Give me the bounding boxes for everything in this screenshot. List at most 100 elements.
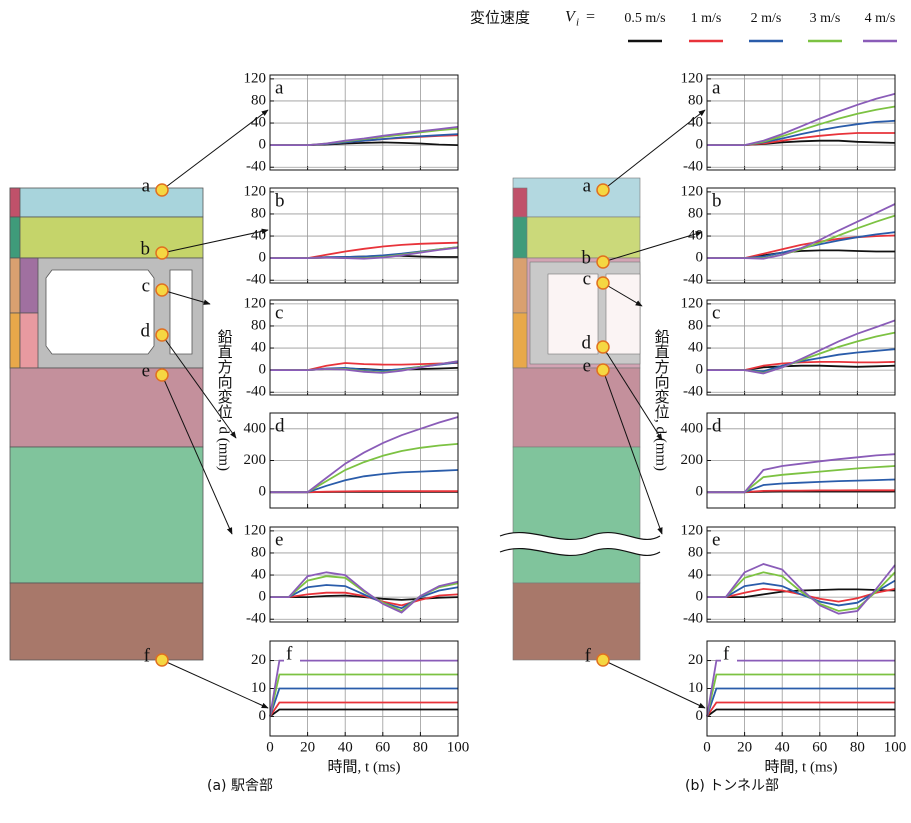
plot-area (270, 300, 458, 395)
y-tick-label: 80 (688, 92, 703, 108)
y-tick-label: 80 (251, 92, 266, 108)
monitor-point (597, 654, 609, 666)
y-tick-label: 80 (688, 205, 703, 221)
pointer-arrow (603, 110, 705, 190)
y-tick-label: 40 (688, 566, 703, 582)
monitor-point (156, 284, 168, 296)
panel-label: a (275, 77, 284, 98)
y-tick-label: 120 (681, 70, 704, 86)
point-label: e (583, 355, 591, 376)
y-tick-label: 120 (244, 183, 267, 199)
panel-label: f (286, 643, 293, 664)
y-tick-label: 80 (688, 317, 703, 333)
plot-area (270, 75, 458, 170)
y-tick-label: -40 (246, 384, 266, 400)
legend-title: 変位速度 (470, 9, 530, 26)
x-tick-label: 40 (338, 739, 353, 755)
y-tick-label: 80 (251, 317, 266, 333)
y-tick-label: 0 (696, 484, 704, 500)
y-tick-label: 120 (681, 522, 704, 538)
y-tick-label: 80 (688, 544, 703, 560)
y-tick-label: 0 (259, 137, 267, 153)
y-tick-label: 0 (259, 362, 267, 378)
y-tick-label: 10 (251, 680, 266, 696)
panel-label: b (712, 190, 722, 211)
x-tick-label: 100 (447, 739, 470, 755)
x-tick-label: 20 (737, 739, 752, 755)
y-tick-label: 40 (688, 339, 703, 355)
point-label: a (583, 175, 592, 196)
monitor-point (597, 341, 609, 353)
monitor-point (597, 256, 609, 268)
point-label: f (144, 645, 151, 666)
x-tick-label: 0 (266, 739, 274, 755)
legend-subscript: i (576, 17, 579, 29)
y-tick-label: 40 (251, 566, 266, 582)
y-tick-label: 40 (251, 339, 266, 355)
y-tick-label: 40 (251, 227, 266, 243)
y-tick-label: 80 (251, 544, 266, 560)
panel-label: a (712, 77, 721, 98)
panel-label: c (275, 302, 283, 323)
legend-label: 3 m/s (810, 11, 841, 26)
panel-label: e (275, 529, 283, 550)
monitor-point (156, 184, 168, 196)
y-tick-label: 0 (696, 589, 704, 605)
y-tick-label: 200 (244, 452, 267, 468)
point-label: d (582, 332, 592, 353)
legend-label: 0.5 m/s (624, 11, 665, 26)
x-tick-label: 80 (413, 739, 428, 755)
monitor-point (156, 654, 168, 666)
panel-label: b (275, 190, 285, 211)
monitor-point (156, 369, 168, 381)
panel-label: d (275, 415, 285, 436)
point-label: d (141, 320, 151, 341)
legend-label: 2 m/s (751, 11, 782, 26)
y-tick-label: 80 (251, 205, 266, 221)
x-axis-title: 時間, t (ms) (328, 758, 401, 775)
y-tick-label: 0 (259, 250, 267, 266)
y-tick-label: 120 (244, 522, 267, 538)
y-tick-label: -40 (683, 384, 703, 400)
y-tick-label: -40 (683, 272, 703, 288)
legend-equals: = (586, 9, 595, 26)
y-axis-title: 鉛直方向変位, d (mm) (216, 329, 233, 471)
legend-label: 4 m/s (865, 11, 896, 26)
point-label: f (585, 645, 592, 666)
panel-label: e (712, 529, 720, 550)
y-tick-label: 400 (681, 420, 704, 436)
x-tick-label: 20 (300, 739, 315, 755)
x-tick-label: 80 (850, 739, 865, 755)
panel-label: f (723, 643, 730, 664)
point-label: c (583, 268, 591, 289)
point-label: b (582, 247, 592, 268)
y-tick-label: -40 (246, 611, 266, 627)
y-axis-title: 鉛直方向変位, d (mm) (653, 329, 670, 471)
x-axis-title: 時間, t (ms) (765, 758, 838, 775)
panel-label: c (712, 302, 720, 323)
caption: (b) トンネル部 (685, 778, 779, 794)
monitor-point (156, 329, 168, 341)
panel-label: d (712, 415, 722, 436)
monitor-point (597, 364, 609, 376)
monitor-point (597, 277, 609, 289)
legend-label: 1 m/s (691, 11, 722, 26)
plot-area (270, 188, 458, 283)
point-label: e (142, 360, 150, 381)
plot-area (707, 527, 895, 622)
y-tick-label: 0 (259, 589, 267, 605)
y-tick-label: 20 (251, 652, 266, 668)
pointer-arrow (162, 110, 268, 190)
point-label: c (142, 275, 150, 296)
y-tick-label: 0 (696, 137, 704, 153)
y-tick-label: 0 (696, 362, 704, 378)
y-tick-label: 120 (244, 295, 267, 311)
y-tick-label: 200 (681, 452, 704, 468)
station-diagram (10, 188, 203, 660)
x-tick-label: 60 (375, 739, 390, 755)
figure: 変位速度Vi=0.5 m/s1 m/s2 m/s3 m/s4 m/s-40040… (0, 0, 911, 823)
x-tick-label: 40 (775, 739, 790, 755)
y-tick-label: 20 (688, 652, 703, 668)
tunnel-diagram (500, 178, 660, 660)
y-tick-label: 0 (696, 250, 704, 266)
